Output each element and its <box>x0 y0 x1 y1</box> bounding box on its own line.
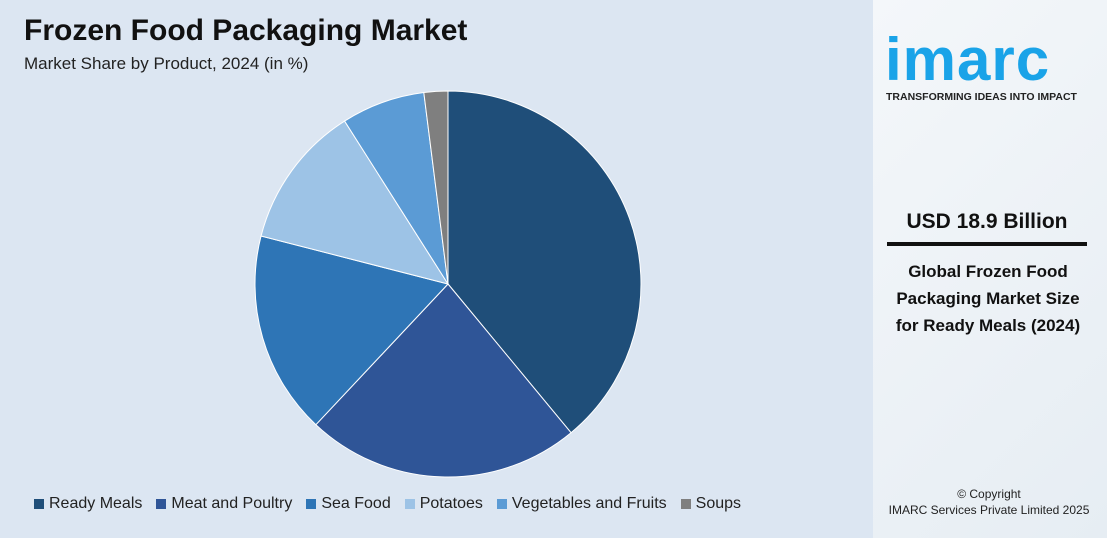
legend-label: Vegetables and Fruits <box>511 495 667 512</box>
market-size-description: Global Frozen Food Packaging Market Size… <box>895 262 1081 335</box>
legend-swatch <box>404 499 415 509</box>
legend-label: Potatoes <box>419 495 483 512</box>
legend-item: Sea Food <box>306 495 391 513</box>
copyright: © Copyright IMARC Services Private Limit… <box>883 486 1095 518</box>
legend-item: Soups <box>680 495 742 513</box>
pie-chart <box>254 90 642 478</box>
pie-slice-sea-food <box>254 235 449 426</box>
pie-slice-potatoes <box>260 120 450 285</box>
legend-label: Meat and Poultry <box>171 495 293 512</box>
legend-label: Soups <box>695 495 742 512</box>
legend-item: Vegetables and Fruits <box>496 495 667 513</box>
legend-swatch <box>496 499 507 509</box>
legend-label: Sea Food <box>321 495 391 512</box>
chart-title: Frozen Food Packaging Market <box>24 14 468 47</box>
chart-panel: Frozen Food Packaging Market Market Shar… <box>0 0 873 538</box>
pie-slice-ready-meals <box>447 90 642 434</box>
imarc-logo: imarc <box>885 26 1051 93</box>
copyright-line1: © Copyright <box>957 487 1021 501</box>
legend-swatch <box>680 499 691 509</box>
legend-swatch <box>306 499 317 509</box>
chart-subtitle: Market Share by Product, 2024 (in %) <box>24 54 309 73</box>
market-size-value: USD 18.9 Billion <box>906 210 1068 233</box>
legend-item: Potatoes <box>404 495 483 513</box>
pie-slice-meat-and-poultry <box>315 283 572 478</box>
legend-swatch <box>156 499 167 509</box>
legend-item: Meat and Poultry <box>156 495 292 513</box>
info-panel: imarc TRANSFORMING IDEAS INTO IMPACT USD… <box>873 0 1107 538</box>
legend-swatch <box>34 499 44 509</box>
tagline: TRANSFORMING IDEAS INTO IMPACT <box>886 91 1077 103</box>
legend: Ready Meals Meat and Poultry Sea Food Potat… <box>34 495 741 513</box>
copyright-line2: IMARC Services Private Limited 2025 <box>888 503 1090 517</box>
pie-slice-soups <box>423 90 449 285</box>
legend-item: Ready Meals <box>34 495 142 513</box>
divider <box>887 242 1087 246</box>
legend-label: Ready Meals <box>49 495 143 512</box>
